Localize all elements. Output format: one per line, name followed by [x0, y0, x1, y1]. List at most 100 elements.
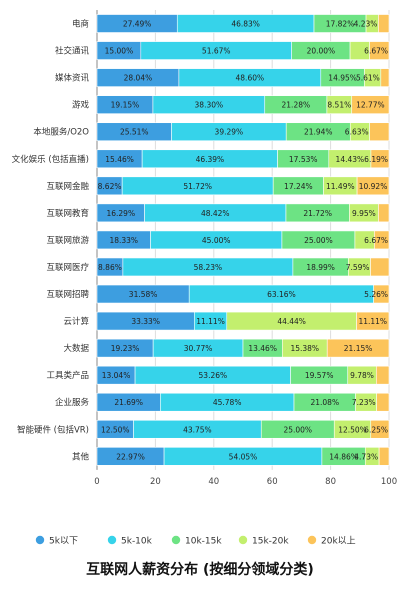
- data-label: 30.77%: [184, 344, 213, 353]
- legend-swatch: [35, 535, 45, 545]
- data-label: 8.51%: [327, 101, 351, 110]
- data-label: 19.15%: [111, 101, 140, 110]
- data-label: 5.26%: [364, 290, 388, 299]
- data-label: 16.29%: [106, 209, 135, 218]
- data-label: 18.33%: [109, 236, 138, 245]
- data-label: 13.04%: [102, 371, 131, 380]
- bar-segment: [378, 14, 390, 33]
- category-label: 电商: [72, 19, 89, 30]
- data-label: 12.50%: [338, 425, 367, 434]
- x-tick-label: 80: [325, 477, 336, 487]
- data-label: 51.72%: [183, 182, 212, 191]
- data-label: 21.94%: [304, 128, 333, 137]
- category-label: 媒体资讯: [55, 73, 90, 84]
- data-label: 13.46%: [248, 344, 277, 353]
- data-label: 22.97%: [116, 452, 145, 461]
- data-label: 11.49%: [326, 182, 355, 191]
- data-label: 25.51%: [120, 128, 149, 137]
- data-label: 48.60%: [236, 74, 265, 83]
- data-label: 14.95%: [328, 74, 357, 83]
- data-label: 25.00%: [283, 425, 312, 434]
- bar-segment: [356, 176, 390, 196]
- data-label: 15.38%: [290, 344, 319, 353]
- bar-segment: [380, 68, 390, 87]
- data-label: 15.46%: [105, 155, 134, 164]
- category-label: 大数据: [63, 343, 89, 354]
- data-label: 7.23%: [352, 398, 376, 407]
- data-label: 8.86%: [98, 263, 122, 272]
- data-label: 33.33%: [131, 317, 160, 326]
- category-label: 企业服务: [55, 397, 90, 408]
- legend: 5k以下 5k-10k 10k-15k 15k-20k 20k以上: [35, 535, 356, 547]
- legend-swatch: [307, 535, 317, 545]
- bar-segment: [378, 447, 390, 466]
- bar-segment: [326, 338, 390, 358]
- data-label: 18.99%: [306, 263, 335, 272]
- data-label: 63.16%: [267, 290, 296, 299]
- data-label: 6.67%: [364, 236, 388, 245]
- data-label: 31.58%: [129, 290, 158, 299]
- category-label: 游戏: [72, 100, 90, 111]
- data-label: 53.26%: [199, 371, 228, 380]
- data-label: 6.25%: [364, 425, 388, 434]
- data-label: 6.19%: [364, 155, 388, 164]
- bar-segment: [374, 230, 390, 250]
- data-label: 15.00%: [105, 47, 134, 56]
- data-label: 38.30%: [195, 101, 224, 110]
- data-label: 45.78%: [213, 398, 242, 407]
- category-label: 工具类产品: [46, 370, 89, 381]
- bar-segment: [351, 95, 390, 114]
- data-label: 4.73%: [354, 452, 378, 461]
- legend-label: 10k-15k: [185, 537, 222, 547]
- x-tick-label: 100: [381, 477, 397, 487]
- bar-segment: [373, 284, 390, 304]
- data-label: 5.61%: [356, 74, 380, 83]
- bar-layer: 27.49% 46.83% 17.82% 4.23% 15.00% 51.67% 20.00…: [96, 14, 390, 466]
- data-label: 27.49%: [123, 20, 152, 29]
- bar-segment: [376, 392, 390, 412]
- data-label: 45.00%: [202, 236, 231, 245]
- data-label: 58.23%: [194, 263, 223, 272]
- category-label: 互联网医疗: [46, 262, 89, 273]
- category-label: 智能硬件 (包括VR): [17, 424, 89, 435]
- data-label: 6.63%: [345, 128, 369, 137]
- legend-swatch: [238, 535, 248, 545]
- data-label: 12.50%: [101, 425, 130, 434]
- data-label: 20.00%: [307, 47, 336, 56]
- data-label: 19.23%: [111, 344, 140, 353]
- bar-segment: [356, 311, 390, 331]
- data-label: 4.23%: [354, 20, 378, 29]
- category-label: 互联网旅游: [46, 235, 89, 246]
- bar-segment: [369, 122, 390, 142]
- data-label: 21.08%: [310, 398, 339, 407]
- data-label: 17.53%: [289, 155, 318, 164]
- data-label: 46.39%: [196, 155, 225, 164]
- category-label: 文化娱乐 (包括直播): [12, 154, 89, 165]
- category-label: 互联网招聘: [46, 289, 89, 300]
- data-label: 17.24%: [284, 182, 313, 191]
- data-label: 43.75%: [183, 425, 212, 434]
- x-tick-label: 40: [208, 477, 219, 487]
- data-label: 19.57%: [305, 371, 334, 380]
- chart-title: 互联网人薪资分布 (按细分领域分类): [86, 561, 314, 578]
- data-label: 46.83%: [231, 20, 260, 29]
- data-label: 10.92%: [359, 182, 388, 191]
- category-label: 其他: [72, 451, 90, 462]
- category-label: 互联网教育: [46, 208, 89, 219]
- data-label: 7.59%: [346, 263, 370, 272]
- x-tick-label: 20: [150, 477, 161, 487]
- legend-swatch: [107, 535, 117, 545]
- legend-label: 5k以下: [49, 537, 78, 547]
- data-label: 14.86%: [329, 452, 358, 461]
- data-label: 21.69%: [114, 398, 143, 407]
- x-tick-label: 0: [94, 477, 99, 487]
- data-label: 12.77%: [356, 101, 385, 110]
- category-label: 社交通讯: [55, 46, 90, 57]
- data-label: 44.44%: [277, 317, 306, 326]
- legend-swatch: [171, 535, 181, 545]
- data-label: 25.00%: [304, 236, 333, 245]
- bar-segment: [370, 419, 390, 439]
- category-label: 云计算: [63, 316, 89, 327]
